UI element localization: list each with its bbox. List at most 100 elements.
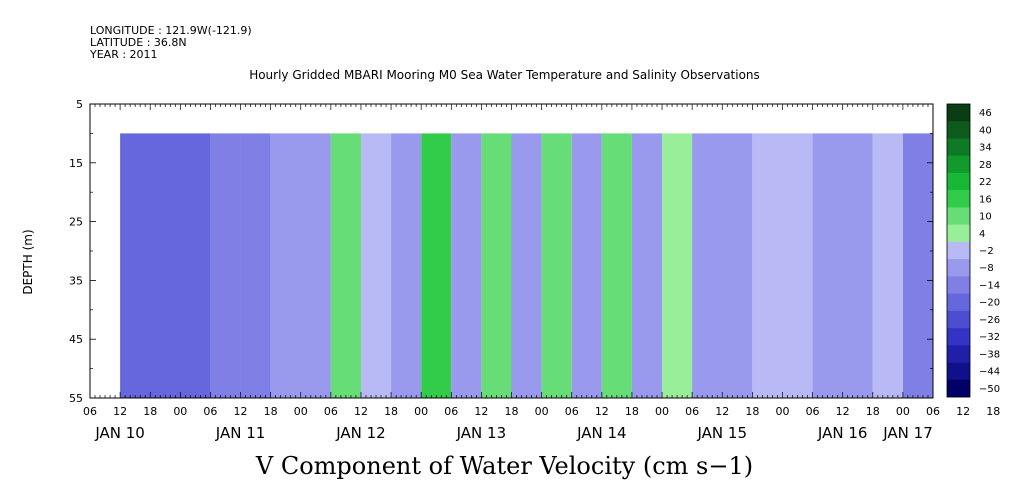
- colorbar-swatch: [947, 293, 970, 312]
- x-tick-label: 06: [444, 405, 458, 418]
- heatmap-band-11: [511, 133, 542, 398]
- heatmap-band-18: [752, 133, 813, 398]
- x-day-label: JAN 14: [576, 424, 627, 442]
- x-tick-label: 12: [113, 405, 127, 418]
- x-tick-label: 18: [143, 405, 157, 418]
- colorbar-label: −20: [979, 298, 1000, 309]
- x-tick-label: 06: [565, 405, 579, 418]
- y-tick-label: 45: [69, 333, 83, 346]
- colorbar-swatch: [947, 207, 970, 225]
- colorbar-label: 22: [979, 177, 992, 188]
- colorbar-label: −38: [979, 349, 1000, 360]
- colorbar-label: −32: [979, 332, 1000, 343]
- x-day-label: JAN 16: [817, 424, 868, 442]
- x-day-label: JAN 13: [456, 424, 507, 442]
- x-tick-label: 00: [535, 405, 549, 418]
- x-tick-label: 12: [354, 405, 368, 418]
- colorbar-swatch: [947, 259, 970, 277]
- x-tick-label: 06: [324, 405, 338, 418]
- colorbar-label: −50: [979, 384, 1000, 395]
- colorbar-swatch: [947, 362, 970, 381]
- x-day-label: JAN 17: [882, 424, 933, 442]
- colorbar-swatch: [947, 155, 970, 174]
- y-tick-label: 5: [76, 98, 83, 111]
- x-day-label: JAN 12: [335, 424, 386, 442]
- x-tick-label: 12: [595, 405, 609, 418]
- colorbar-swatch: [947, 121, 970, 139]
- x-tick-label: 06: [685, 405, 699, 418]
- x-tick-label: 00: [294, 405, 308, 418]
- x-tick-label: 00: [173, 405, 187, 418]
- heatmap-band-20: [872, 133, 903, 398]
- colorbar-label: −14: [979, 280, 1000, 291]
- colorbar-frame: [946, 103, 971, 398]
- x-day-label: JAN 10: [94, 424, 145, 442]
- x-day-label: JAN 15: [697, 424, 748, 442]
- heatmap-band-8: [421, 133, 452, 398]
- y-tick-label: 35: [69, 274, 83, 287]
- heatmap-bands: [120, 133, 933, 398]
- x-tick-label: 18: [745, 405, 759, 418]
- x-tick-label: 12: [234, 405, 248, 418]
- y-tick-label: 25: [69, 216, 83, 229]
- x-tick-label: 06: [83, 405, 97, 418]
- heatmap-band-6: [360, 133, 392, 398]
- colorbar-label: −26: [979, 315, 1000, 326]
- x-tick-label: 06: [926, 405, 940, 418]
- heatmap-band-10: [481, 133, 512, 398]
- colorbar-label: 10: [979, 212, 992, 223]
- x-tick-label: 12: [474, 405, 488, 418]
- colorbar-swatch: [947, 379, 970, 398]
- colorbar-swatch: [947, 276, 970, 294]
- x-tick-label: 06: [203, 405, 217, 418]
- colorbar-label: −2: [979, 246, 994, 257]
- latitude-label: LATITUDE : 36.8N: [90, 36, 187, 49]
- heatmap-band-1: [120, 133, 211, 398]
- x-tick-label: 06: [806, 405, 820, 418]
- heatmap-band-21: [902, 133, 933, 398]
- heatmap-band-13: [571, 133, 602, 398]
- x-tick-label: 00: [655, 405, 669, 418]
- colorbar-label: 16: [979, 194, 992, 205]
- heatmap-band-14: [601, 133, 632, 398]
- colorbar-swatch: [947, 190, 970, 208]
- colorbar-label: 40: [979, 125, 992, 136]
- longitude-label: LONGITUDE : 121.9W(-121.9): [90, 24, 252, 37]
- colorbar-label: 46: [979, 108, 992, 119]
- x-tick-label: 12: [956, 405, 970, 418]
- heatmap-band-2: [210, 133, 241, 398]
- heatmap-band-17: [692, 133, 753, 398]
- colorbar-label: −8: [979, 263, 994, 274]
- x-tick-label: 00: [896, 405, 910, 418]
- colorbar-label: 34: [979, 143, 992, 154]
- colorbar-swatch: [947, 310, 970, 329]
- heatmap-band-3: [240, 133, 271, 398]
- x-tick-label: 18: [625, 405, 639, 418]
- y-tick-label: 15: [69, 157, 83, 170]
- heatmap-band-19: [812, 133, 873, 398]
- colorbar-swatch: [947, 328, 970, 346]
- y-tick-label: 55: [69, 392, 83, 405]
- colorbar-label: 28: [979, 160, 992, 171]
- x-tick-label: 18: [505, 405, 519, 418]
- colorbar-swatch: [947, 138, 970, 157]
- x-tick-label: 00: [414, 405, 428, 418]
- colorbar-swatch: [947, 241, 970, 260]
- heatmap-band-15: [631, 133, 663, 398]
- colorbar-label: −44: [979, 367, 1000, 378]
- colorbar-swatch: [947, 172, 970, 191]
- x-tick-label: 00: [775, 405, 789, 418]
- heatmap-band-7: [391, 133, 422, 398]
- heatmap-band-4: [270, 133, 331, 398]
- x-tick-label: 18: [986, 405, 1000, 418]
- x-tick-label: 18: [866, 405, 880, 418]
- axes: 06 12 18 00 06 12 18 00 06 12 18 00 06 12 18 00 06 12 18 00…: [69, 98, 1000, 442]
- chart-title: Hourly Gridded MBARI Mooring M0 Sea Wate…: [249, 68, 760, 82]
- colorbar-label: 4: [979, 229, 985, 240]
- x-tick-label: 12: [836, 405, 850, 418]
- x-day-label: JAN 11: [215, 424, 266, 442]
- x-tick-label: 18: [384, 405, 398, 418]
- variable-title: V Component of Water Velocity (cm s−1): [255, 452, 754, 480]
- colorbar-swatch: [947, 104, 970, 122]
